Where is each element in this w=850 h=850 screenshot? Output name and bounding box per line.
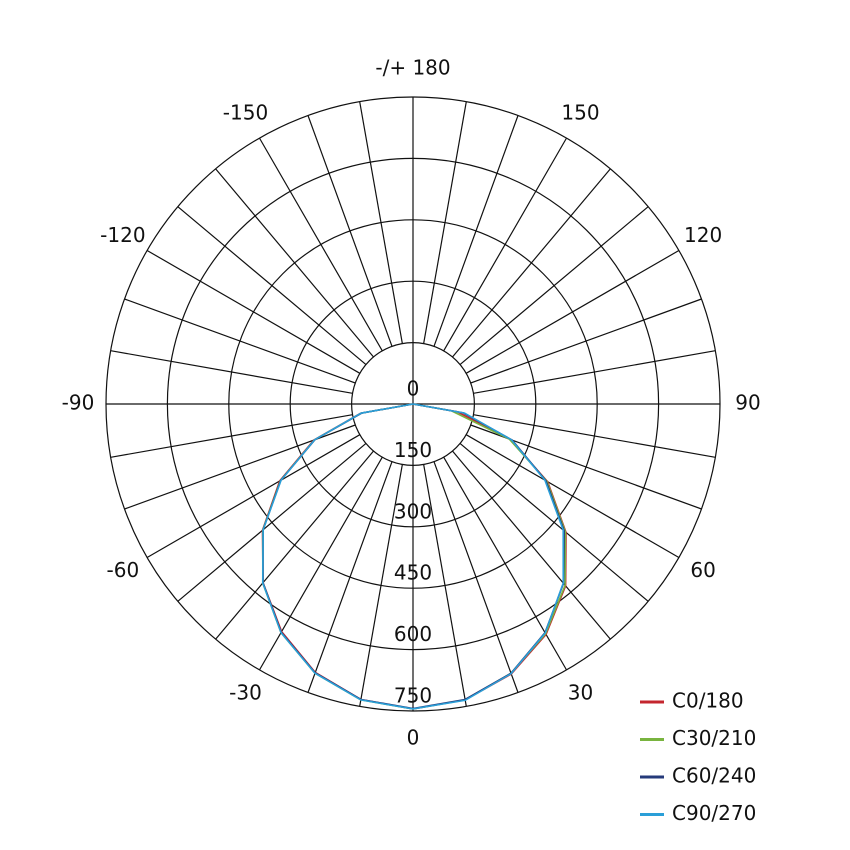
angle-tick-label: 150: [561, 100, 599, 124]
angle-grid-line: [465, 434, 680, 559]
angle-tick-label: -60: [107, 558, 140, 582]
angle-grid-line: [465, 249, 680, 374]
legend-label: C0/180: [672, 689, 744, 713]
angle-tick-label: 0: [407, 726, 420, 750]
angle-tick-label: 30: [568, 681, 593, 705]
angle-tick-label: -120: [100, 223, 145, 247]
angle-tick-label: -/+ 180: [375, 56, 450, 80]
r-tick-label: 0: [407, 377, 420, 401]
angle-grid-line: [146, 434, 361, 559]
angle-tick-label: 90: [735, 391, 760, 415]
angle-tick-label: 60: [690, 558, 715, 582]
r-tick-label: 150: [394, 438, 432, 462]
r-tick-label: 750: [394, 684, 432, 708]
angle-grid-line: [443, 137, 568, 352]
legend-label: C60/240: [672, 764, 756, 788]
curve: [261, 403, 565, 710]
angle-grid-line: [258, 456, 383, 671]
angle-tick-label: 120: [684, 223, 722, 247]
r-tick-label: 450: [394, 561, 432, 585]
angle-grid-line: [146, 249, 361, 374]
r-tick-label: 600: [394, 622, 432, 646]
angle-tick-label: -90: [62, 391, 95, 415]
legend-label: C90/270: [672, 801, 756, 825]
angle-grid-line: [258, 137, 383, 352]
r-tick-label: 300: [394, 499, 432, 523]
angle-tick-label: -30: [229, 681, 262, 705]
angle-tick-label: -150: [223, 100, 268, 124]
legend-label: C30/210: [672, 726, 756, 750]
